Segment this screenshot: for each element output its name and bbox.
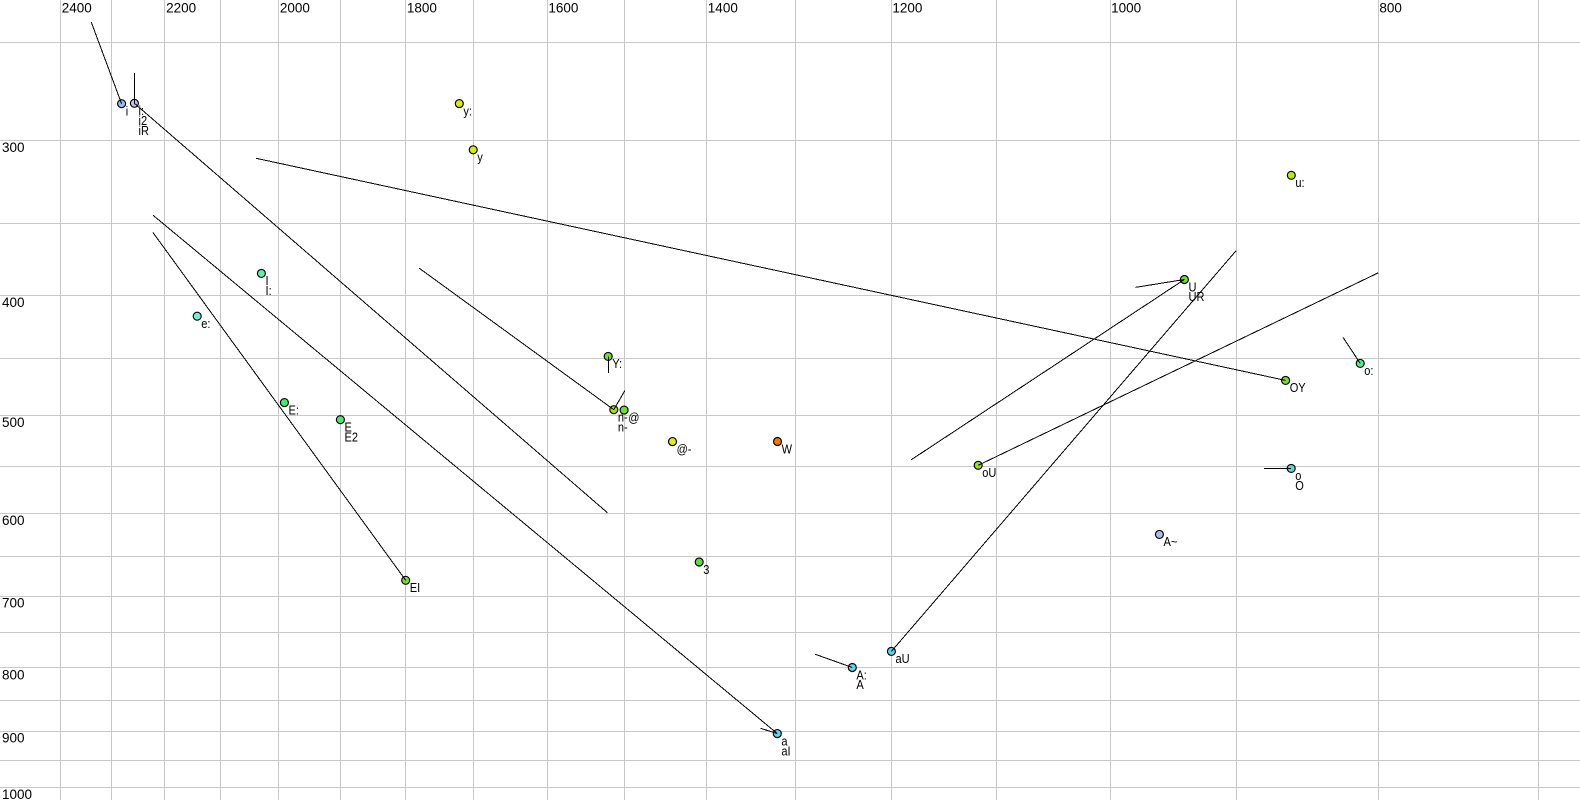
svg-text:900: 900: [2, 731, 25, 746]
svg-text:E: E: [345, 420, 352, 435]
svg-text:U: U: [1189, 279, 1197, 294]
svg-text:3: 3: [703, 562, 709, 577]
svg-text:I: I: [266, 273, 269, 288]
svg-text:iR: iR: [139, 123, 150, 138]
svg-text:800: 800: [1379, 0, 1402, 15]
svg-text:300: 300: [2, 140, 25, 155]
svg-text:i2: i2: [139, 113, 148, 128]
svg-text:700: 700: [2, 596, 25, 611]
svg-text:2400: 2400: [62, 0, 92, 15]
svg-text:1800: 1800: [407, 0, 437, 15]
svg-text:EI: EI: [410, 580, 420, 595]
svg-text:n-: n-: [618, 410, 628, 425]
svg-text:600: 600: [2, 513, 25, 528]
svg-text:800: 800: [2, 667, 25, 682]
svg-text:UR: UR: [1189, 289, 1205, 304]
svg-text:1000: 1000: [1111, 0, 1141, 15]
svg-text:Y:: Y:: [612, 356, 622, 371]
svg-text:i:: i:: [139, 103, 145, 118]
svg-text:u:: u:: [1295, 175, 1304, 190]
svg-text:1000: 1000: [2, 787, 32, 800]
svg-text:n-: n-: [618, 420, 628, 435]
svg-text:1400: 1400: [708, 0, 738, 15]
svg-text:1600: 1600: [548, 0, 578, 15]
svg-text:W: W: [782, 441, 793, 456]
svg-text:y:: y:: [463, 104, 472, 119]
svg-text:@-: @-: [677, 442, 692, 457]
svg-text:oU: oU: [982, 465, 996, 480]
svg-text:OY: OY: [1290, 380, 1306, 395]
svg-text:o: o: [1295, 468, 1301, 483]
svg-text:A:: A:: [856, 667, 866, 682]
svg-text:1200: 1200: [892, 0, 922, 15]
svg-text:i: i: [126, 104, 128, 119]
svg-text:y: y: [477, 150, 483, 165]
svg-text:e:: e:: [201, 316, 210, 331]
svg-text:500: 500: [2, 415, 25, 430]
svg-text:I:: I:: [266, 283, 272, 298]
svg-text:400: 400: [2, 295, 25, 310]
svg-text:A: A: [856, 677, 864, 692]
svg-text:2200: 2200: [166, 0, 196, 15]
svg-text:aU: aU: [896, 651, 910, 666]
svg-text:E:: E:: [289, 403, 299, 418]
svg-text:2000: 2000: [280, 0, 310, 15]
svg-text:a: a: [781, 734, 787, 749]
svg-text:aI: aI: [781, 743, 790, 758]
svg-text:O: O: [1295, 478, 1304, 493]
svg-text:E2: E2: [345, 430, 359, 445]
svg-text:A~: A~: [1164, 534, 1178, 549]
svg-text:o:: o:: [1364, 363, 1373, 378]
svg-text:@: @: [628, 410, 639, 425]
